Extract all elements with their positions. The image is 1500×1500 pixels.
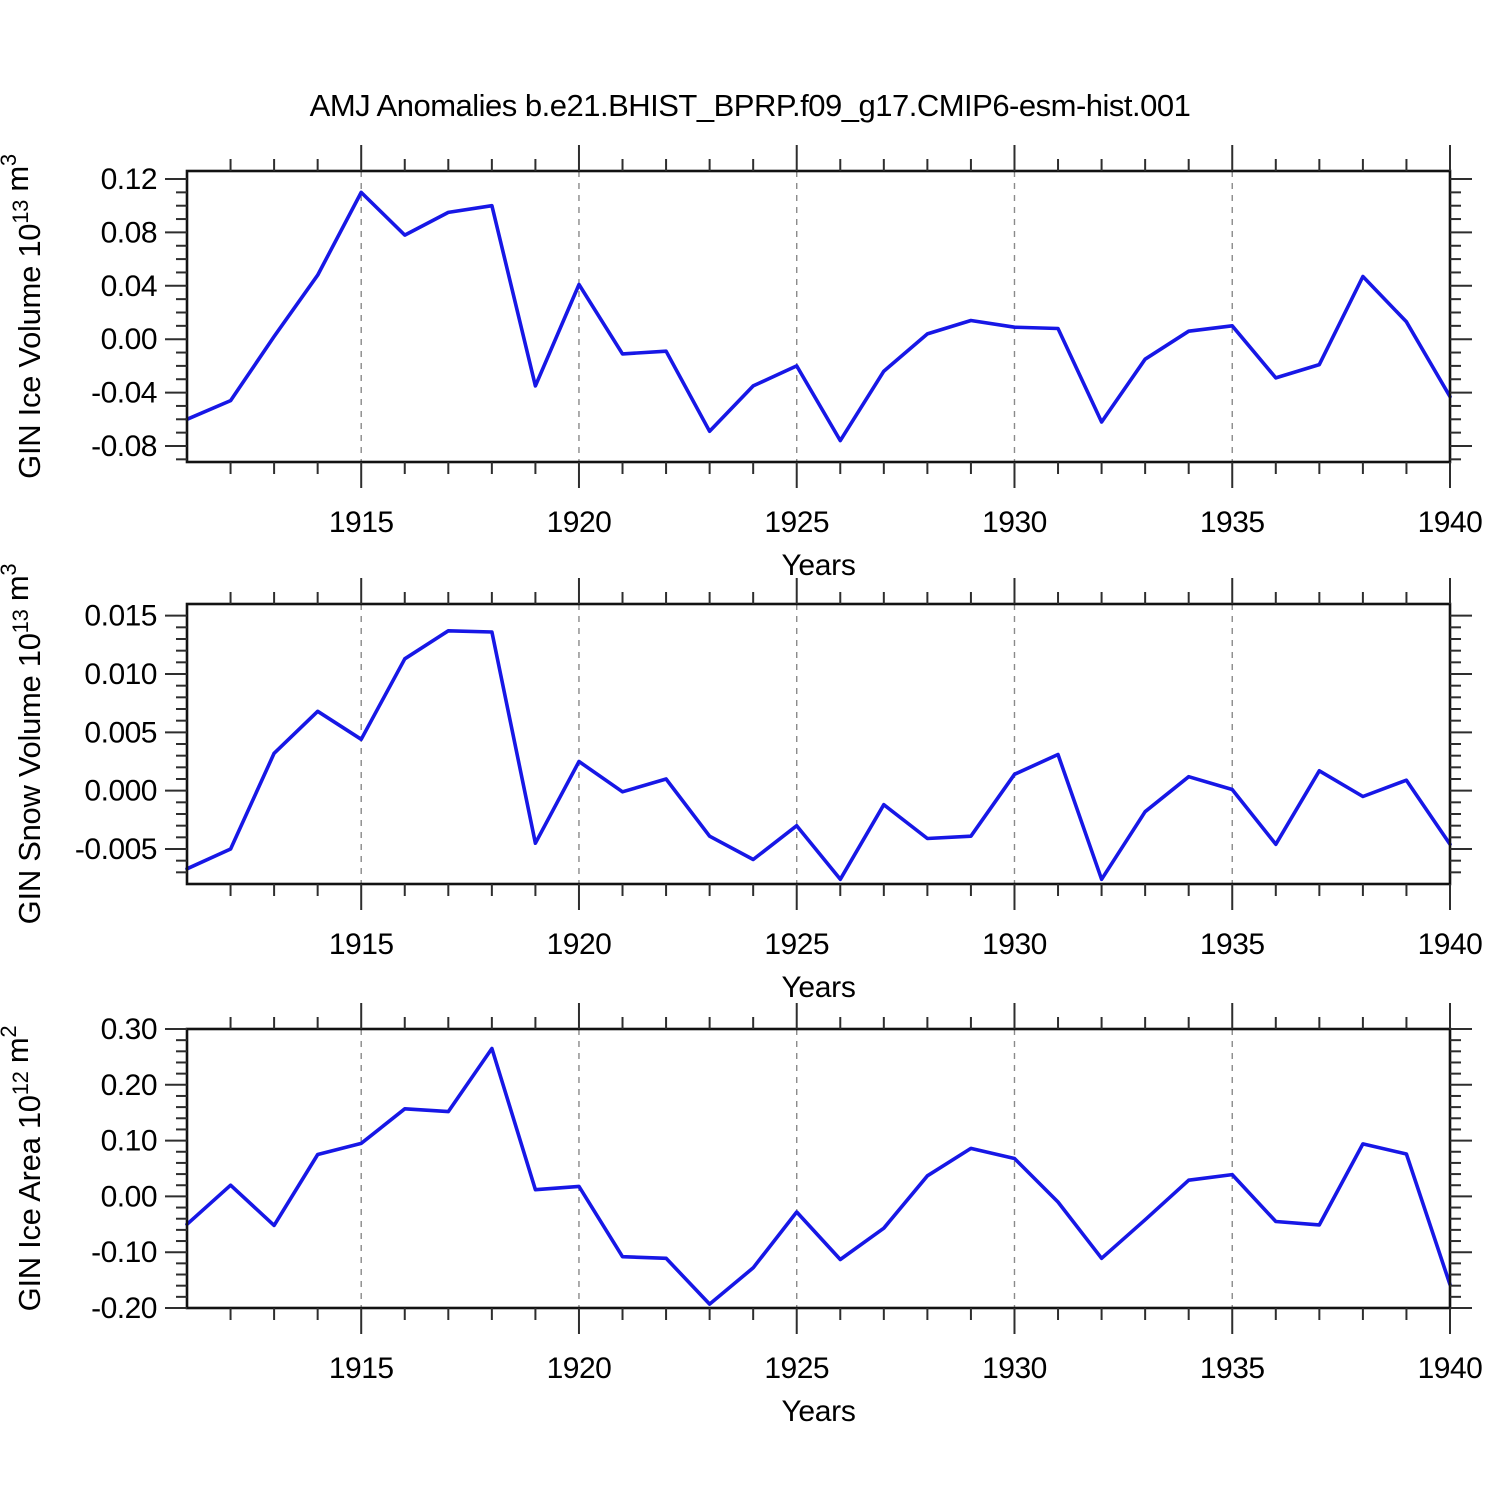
figure-title: AMJ Anomalies b.e21.BHIST_BPRP.f09_g17.C… (309, 88, 1191, 123)
y-tick-label: -0.08 (91, 430, 157, 463)
x-tick-label: 1915 (329, 1352, 394, 1385)
x-tick-label: 1915 (329, 506, 394, 539)
y-tick-label: -0.10 (91, 1236, 157, 1269)
y-axis-title: GIN Ice Area 1012 m2 (0, 1026, 47, 1312)
y-tick-label: 0.10 (101, 1125, 157, 1158)
y-tick-label: 0.20 (101, 1069, 157, 1102)
x-tick-label: 1940 (1418, 928, 1483, 961)
y-tick-label: -0.005 (75, 833, 157, 866)
x-tick-label: 1930 (982, 928, 1047, 961)
y-tick-label: 0.010 (84, 658, 157, 691)
y-tick-label: 0.00 (101, 323, 157, 356)
y-axis-title: GIN Snow Volume 1013 m3 (0, 564, 47, 925)
plot-frame (185, 169, 1452, 464)
x-tick-label: 1940 (1418, 506, 1483, 539)
y-tick-label: -0.04 (91, 377, 157, 410)
series-line (185, 1046, 1452, 1306)
x-axis-title: Years (781, 1395, 855, 1428)
panel-3: 1915 1920 1925 1930 1935 1940 0.30 0.20 0.10 0.00… (0, 1003, 1483, 1428)
series-line (185, 190, 1452, 443)
y-tick-label: 0.015 (84, 600, 157, 633)
x-tick-label: 1935 (1200, 506, 1265, 539)
x-tick-label: 1935 (1200, 928, 1265, 961)
plot-frame (185, 602, 1452, 886)
y-axis-title: GIN Ice Volume 1013 m3 (0, 154, 47, 479)
x-axis-title: Years (781, 549, 855, 582)
x-tick-label: 1915 (329, 928, 394, 961)
y-tick-label: 0.00 (101, 1180, 157, 1213)
x-tick-label: 1925 (764, 506, 829, 539)
panel-2: 1915 1920 1925 1930 1935 1940 0.015 0.010 0.005 0… (0, 564, 1483, 1004)
x-axis-title: Years (781, 971, 855, 1004)
plot-frame (185, 1027, 1452, 1310)
y-tick-label: 0.04 (101, 270, 157, 303)
y-tick-label: 0.08 (101, 216, 157, 249)
x-tick-label: 1920 (547, 506, 612, 539)
x-tick-label: 1940 (1418, 1352, 1483, 1385)
panel-1: 1915 1920 1925 1930 1935 1940 0.12 0.08 0.04 0.00… (0, 145, 1483, 582)
x-tick-label: 1925 (764, 1352, 829, 1385)
y-tick-label: 0.30 (101, 1013, 157, 1046)
y-tick-label: -0.20 (91, 1292, 157, 1325)
x-tick-label: 1925 (764, 928, 829, 961)
x-tick-label: 1935 (1200, 1352, 1265, 1385)
x-tick-label: 1930 (982, 1352, 1047, 1385)
y-tick-label: 0.005 (84, 716, 157, 749)
x-tick-label: 1930 (982, 506, 1047, 539)
series-line (185, 628, 1452, 882)
y-tick-label: 0.000 (84, 775, 157, 808)
x-tick-label: 1920 (547, 928, 612, 961)
y-tick-label: 0.12 (101, 163, 157, 196)
x-tick-label: 1920 (547, 1352, 612, 1385)
